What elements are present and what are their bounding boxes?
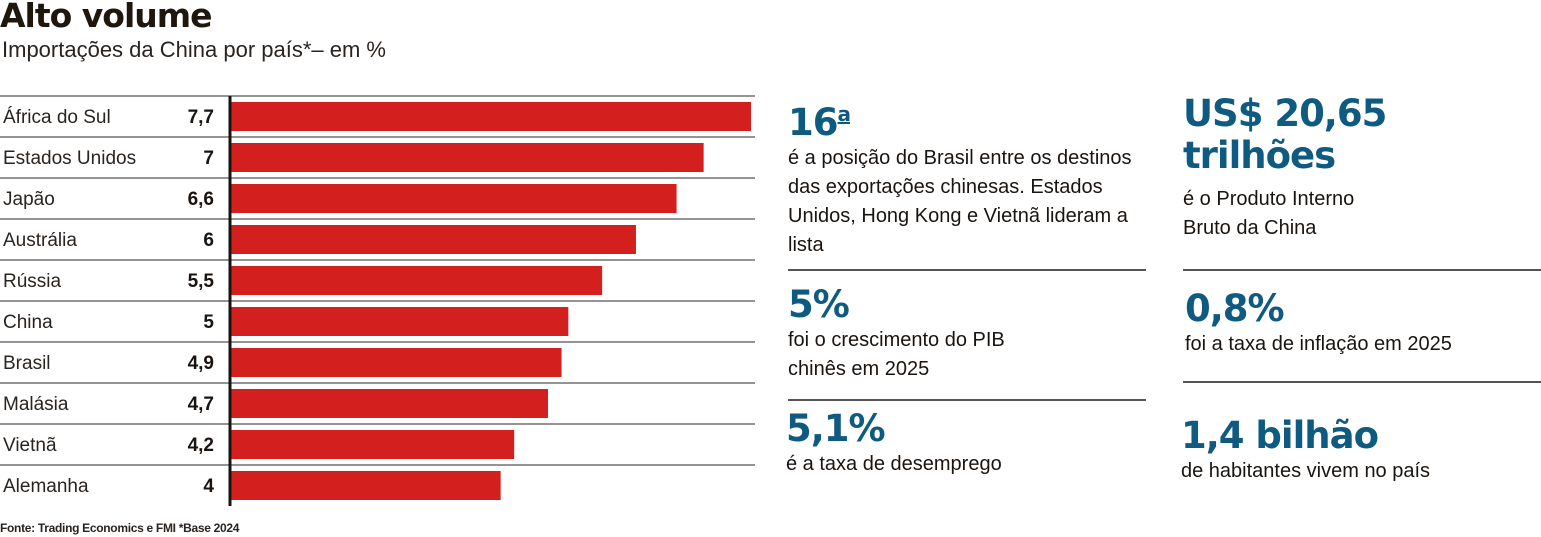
stat-value: 0,8% <box>1185 287 1285 330</box>
category-label: Malásia <box>3 394 69 415</box>
stat-unemployment: 5,1% é a taxa de desemprego <box>786 408 1136 479</box>
divider <box>1183 269 1541 271</box>
bar <box>230 225 636 254</box>
bar <box>230 389 549 418</box>
value-label: 6,6 <box>188 189 214 210</box>
category-label: Alemanha <box>3 476 89 497</box>
category-label: Vietnã <box>3 435 57 456</box>
value-label: 4 <box>203 476 214 497</box>
stat-value: 16a <box>788 93 1138 144</box>
category-label: Estados Unidos <box>3 148 136 169</box>
stat-value: 5,1% <box>786 407 886 450</box>
divider <box>788 269 1146 271</box>
stat-value-ordinal: a <box>837 102 851 126</box>
stat-description: é a taxa de desemprego <box>786 453 1002 475</box>
stat-description: foi a taxa de inflação em 2025 <box>1185 333 1452 355</box>
value-label: 4,9 <box>188 353 214 374</box>
stat-description: é o Produto Interno Bruto da China <box>1183 188 1355 239</box>
stat-inflation: 0,8% foi a taxa de inflação em 2025 <box>1185 288 1535 359</box>
stat-population: 1,4 bilhão de habitantes vivem no país <box>1181 415 1531 486</box>
value-label: 7,7 <box>188 107 214 128</box>
divider <box>1183 381 1541 383</box>
bar <box>230 102 751 131</box>
source-note: Fonte: Trading Economics e FMI *Base 202… <box>0 521 240 535</box>
stat-description: foi o crescimento do PIB chinês em 2025 <box>788 329 1005 380</box>
bar <box>230 266 603 295</box>
bar <box>230 184 677 213</box>
chart-title: Alto volume <box>0 0 213 35</box>
value-label: 5 <box>203 312 214 333</box>
divider <box>788 399 1146 401</box>
stat-description: de habitantes vivem no país <box>1181 460 1431 482</box>
bar <box>230 348 562 377</box>
stat-value: 5% <box>788 283 850 326</box>
value-label: 6 <box>203 230 214 251</box>
value-label: 5,5 <box>188 271 215 292</box>
stat-gdp: US$ 20,65 trilhões é o Produto Interno B… <box>1183 93 1533 243</box>
chart-subtitle: Importações da China por país*– em % <box>2 37 386 62</box>
category-label: Japão <box>3 189 55 210</box>
value-label: 4,2 <box>188 435 214 456</box>
category-label: Rússia <box>3 271 62 292</box>
category-label: Brasil <box>3 353 51 374</box>
stat-gdp-growth: 5% foi o crescimento do PIB chinês em 20… <box>788 284 1138 384</box>
category-label: Austrália <box>3 230 77 251</box>
stat-value: US$ 20,65 trilhões <box>1183 92 1387 177</box>
value-label: 7 <box>203 148 214 169</box>
stat-value: 1,4 bilhão <box>1181 414 1379 457</box>
bar <box>230 471 501 500</box>
value-label: 4,7 <box>188 394 214 415</box>
category-label: África do Sul <box>3 107 111 128</box>
stat-description: é a posição do Brasil entre os destinos … <box>788 147 1132 256</box>
bar-chart: África do Sul 7,7 Estados Unidos 7 Japão 6,6 A… <box>0 95 755 506</box>
bar <box>230 143 704 172</box>
bar <box>230 430 515 459</box>
stat-value-number: 16 <box>788 101 838 144</box>
stat-brazil-position: 16a é a posição do Brasil entre os desti… <box>788 93 1138 260</box>
bar <box>230 307 569 336</box>
category-label: China <box>3 312 53 333</box>
